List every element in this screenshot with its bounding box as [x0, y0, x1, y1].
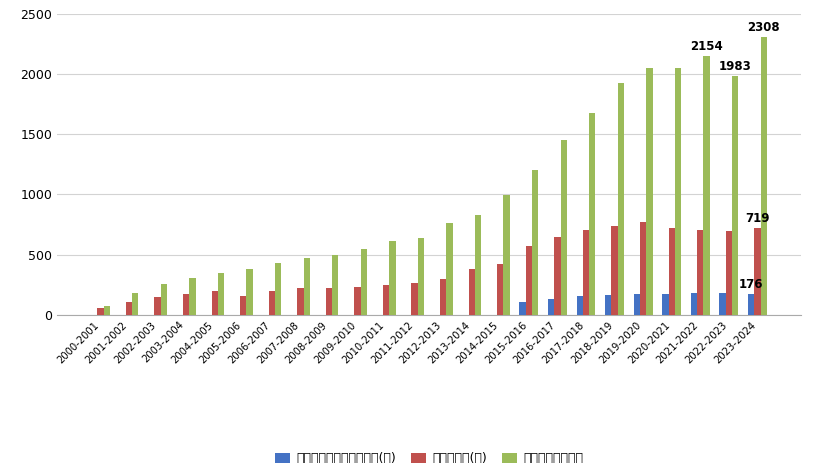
Bar [383, 285, 389, 315]
Bar [190, 277, 195, 315]
Bar [526, 246, 532, 315]
Bar [646, 68, 653, 315]
Bar [754, 228, 761, 315]
Bar [104, 307, 109, 315]
Bar [720, 293, 725, 315]
Bar [634, 294, 640, 315]
Text: 176: 176 [739, 278, 763, 291]
Bar [326, 288, 332, 315]
Bar [183, 294, 190, 315]
Bar [761, 37, 767, 315]
Bar [697, 231, 703, 315]
Bar [469, 269, 475, 315]
Bar [605, 294, 611, 315]
Bar [446, 223, 453, 315]
Bar [725, 231, 732, 315]
Text: 2154: 2154 [690, 39, 723, 52]
Bar [297, 288, 304, 315]
Bar [218, 273, 224, 315]
Bar [161, 283, 167, 315]
Bar [691, 294, 697, 315]
Bar [503, 195, 510, 315]
Bar [611, 225, 618, 315]
Bar [126, 301, 132, 315]
Bar [275, 263, 281, 315]
Bar [577, 296, 583, 315]
Bar [618, 82, 624, 315]
Text: 1983: 1983 [719, 60, 752, 73]
Bar [360, 249, 367, 315]
Bar [212, 291, 218, 315]
Bar [532, 170, 538, 315]
Bar [332, 255, 338, 315]
Bar [675, 68, 681, 315]
Bar [732, 76, 739, 315]
Bar [304, 258, 310, 315]
Text: 2308: 2308 [748, 21, 780, 34]
Bar [583, 230, 589, 315]
Bar [703, 56, 710, 315]
Bar [560, 140, 567, 315]
Bar [748, 294, 754, 315]
Bar [548, 299, 554, 315]
Bar [589, 113, 596, 315]
Text: 719: 719 [745, 212, 770, 225]
Bar [355, 287, 360, 315]
Bar [520, 301, 526, 315]
Bar [440, 279, 446, 315]
Bar [389, 241, 395, 315]
Bar [412, 283, 417, 315]
Legend: 有架空索道的滑雪场数量(家), 滑雪场数量(家), 滑雪人次（万次）: 有架空索道的滑雪场数量(家), 滑雪场数量(家), 滑雪人次（万次） [270, 447, 588, 463]
Bar [640, 222, 646, 315]
Bar [417, 238, 424, 315]
Bar [132, 293, 138, 315]
Bar [269, 291, 275, 315]
Bar [663, 294, 668, 315]
Bar [475, 215, 481, 315]
Bar [97, 307, 104, 315]
Bar [240, 295, 247, 315]
Bar [554, 237, 560, 315]
Bar [247, 269, 252, 315]
Bar [668, 228, 675, 315]
Bar [498, 263, 503, 315]
Bar [154, 297, 161, 315]
